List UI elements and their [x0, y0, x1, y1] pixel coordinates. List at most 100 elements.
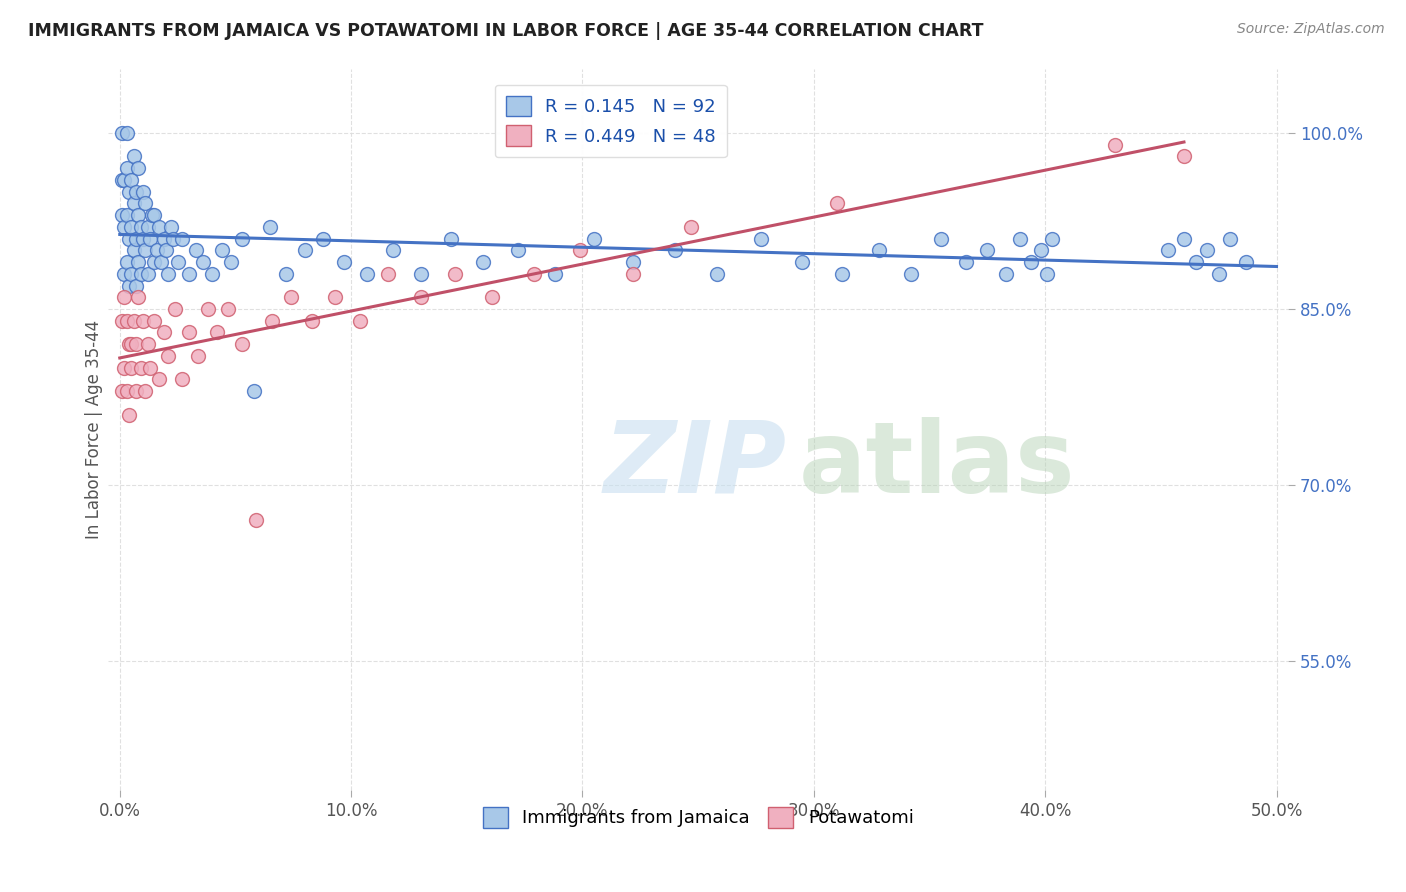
- Point: [409, 267, 432, 281]
- Point: [439, 231, 461, 245]
- Point: [262, 314, 284, 328]
- Point: [129, 267, 152, 281]
- Point: [115, 255, 138, 269]
- Point: [197, 301, 219, 316]
- Point: [120, 337, 142, 351]
- Point: [118, 337, 141, 351]
- Point: [111, 173, 134, 187]
- Point: [148, 219, 170, 234]
- Point: [111, 384, 134, 398]
- Point: [172, 231, 194, 245]
- Point: [301, 314, 323, 328]
- Point: [243, 384, 266, 398]
- Point: [134, 196, 156, 211]
- Point: [122, 196, 145, 211]
- Point: [125, 185, 148, 199]
- Point: [165, 301, 187, 316]
- Point: [112, 173, 135, 187]
- Point: [118, 408, 141, 422]
- Point: [127, 208, 149, 222]
- Text: atlas: atlas: [799, 417, 1076, 514]
- Point: [155, 244, 177, 258]
- Point: [120, 360, 142, 375]
- Point: [1008, 231, 1031, 245]
- Point: [900, 267, 922, 281]
- Point: [125, 337, 148, 351]
- Point: [141, 208, 163, 222]
- Point: [122, 149, 145, 163]
- Point: [129, 219, 152, 234]
- Point: [112, 290, 135, 304]
- Point: [621, 255, 644, 269]
- Legend: Immigrants from Jamaica, Potawatomi: Immigrants from Jamaica, Potawatomi: [475, 800, 921, 835]
- Point: [179, 326, 201, 340]
- Point: [481, 290, 503, 304]
- Text: IMMIGRANTS FROM JAMAICA VS POTAWATOMI IN LABOR FORCE | AGE 35-44 CORRELATION CHA: IMMIGRANTS FROM JAMAICA VS POTAWATOMI IN…: [28, 22, 984, 40]
- Point: [377, 267, 399, 281]
- Point: [120, 173, 142, 187]
- Point: [1029, 244, 1052, 258]
- Point: [1236, 255, 1258, 269]
- Point: [143, 208, 166, 222]
- Point: [134, 244, 156, 258]
- Point: [118, 278, 141, 293]
- Point: [294, 244, 316, 258]
- Point: [201, 267, 224, 281]
- Point: [994, 267, 1017, 281]
- Point: [323, 290, 346, 304]
- Point: [127, 161, 149, 176]
- Point: [115, 126, 138, 140]
- Point: [1197, 244, 1219, 258]
- Point: [115, 384, 138, 398]
- Point: [129, 360, 152, 375]
- Point: [1019, 255, 1042, 269]
- Point: [280, 290, 302, 304]
- Point: [127, 290, 149, 304]
- Point: [582, 231, 605, 245]
- Point: [120, 267, 142, 281]
- Point: [664, 244, 686, 258]
- Point: [312, 231, 335, 245]
- Point: [122, 314, 145, 328]
- Text: ZIP: ZIP: [603, 417, 787, 514]
- Point: [134, 384, 156, 398]
- Point: [125, 278, 148, 293]
- Point: [115, 314, 138, 328]
- Point: [1173, 149, 1195, 163]
- Point: [136, 337, 159, 351]
- Point: [211, 244, 233, 258]
- Point: [749, 231, 772, 245]
- Point: [112, 267, 135, 281]
- Point: [976, 244, 998, 258]
- Point: [132, 314, 155, 328]
- Text: Source: ZipAtlas.com: Source: ZipAtlas.com: [1237, 22, 1385, 37]
- Point: [120, 219, 142, 234]
- Point: [125, 384, 148, 398]
- Point: [706, 267, 728, 281]
- Point: [356, 267, 378, 281]
- Point: [1208, 267, 1230, 281]
- Point: [569, 244, 592, 258]
- Point: [825, 196, 848, 211]
- Point: [681, 219, 703, 234]
- Point: [276, 267, 298, 281]
- Point: [111, 126, 134, 140]
- Point: [831, 267, 853, 281]
- Point: [191, 255, 214, 269]
- Point: [125, 231, 148, 245]
- Point: [139, 360, 162, 375]
- Point: [621, 267, 644, 281]
- Point: [231, 231, 253, 245]
- Point: [115, 161, 138, 176]
- Point: [1157, 244, 1180, 258]
- Point: [205, 326, 228, 340]
- Point: [792, 255, 814, 269]
- Point: [349, 314, 371, 328]
- Point: [127, 255, 149, 269]
- Point: [150, 255, 173, 269]
- Point: [115, 208, 138, 222]
- Point: [955, 255, 977, 269]
- Point: [132, 231, 155, 245]
- Point: [139, 231, 162, 245]
- Point: [143, 314, 166, 328]
